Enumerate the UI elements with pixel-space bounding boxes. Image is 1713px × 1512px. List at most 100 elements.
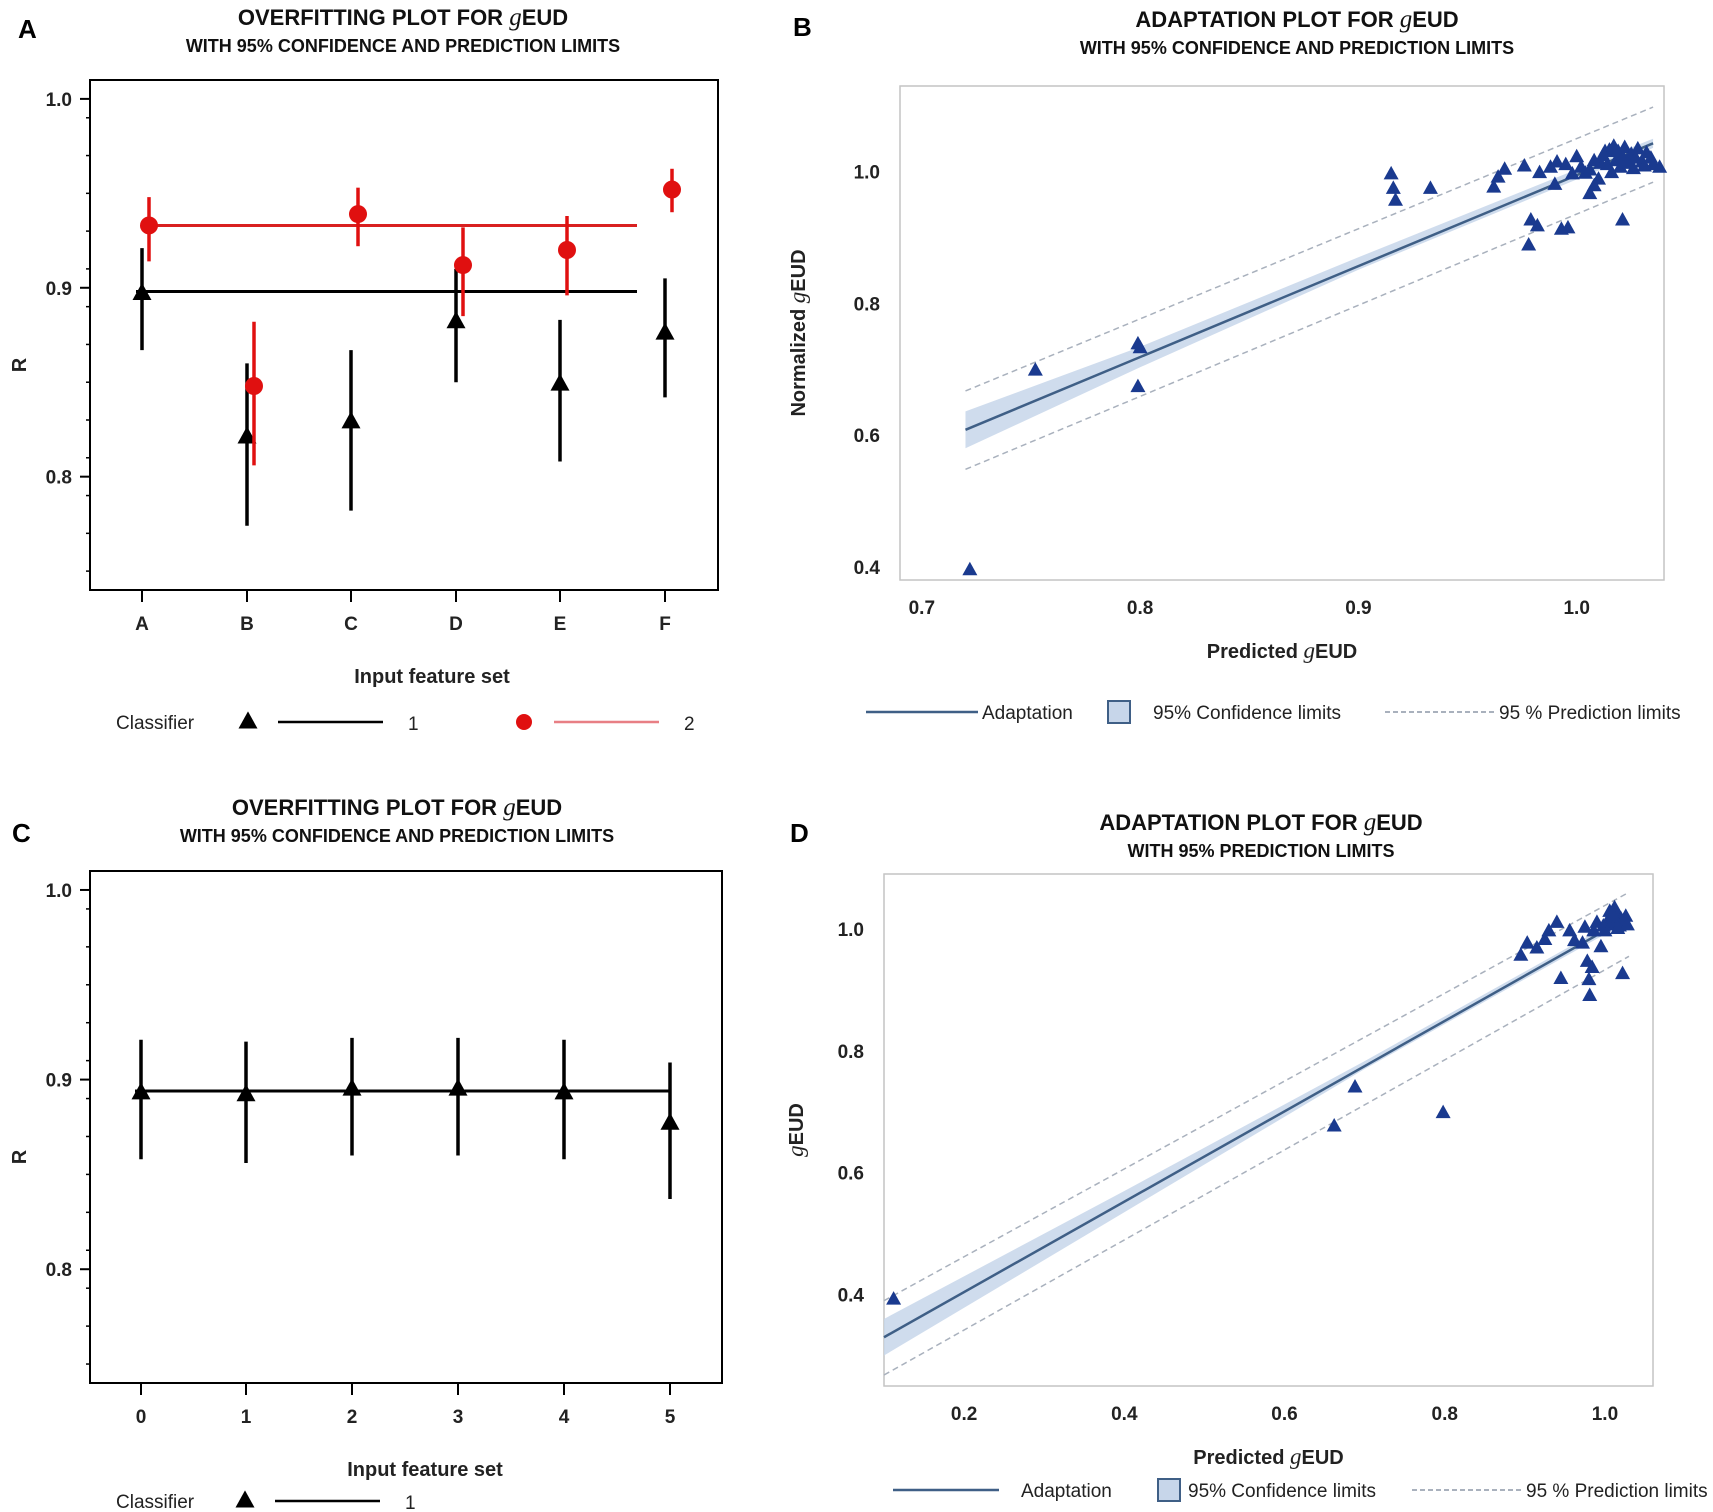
legend-marker-triangle xyxy=(238,711,258,729)
y-tick-label: 0.8 xyxy=(46,1260,72,1281)
x-tick-label: 0 xyxy=(136,1407,147,1428)
y-tick-label: 0.9 xyxy=(46,1071,72,1092)
legend-confidence-box xyxy=(1157,1478,1181,1502)
data-point xyxy=(1569,148,1585,163)
chart-subtitle: WITH 95% CONFIDENCE AND PREDICTION LIMIT… xyxy=(1080,38,1514,58)
data-point xyxy=(1347,1078,1363,1093)
legend-adaptation-label: Adaptation xyxy=(982,703,1073,724)
data-point xyxy=(1605,907,1621,921)
data-point xyxy=(1549,154,1565,168)
point-circle xyxy=(140,216,158,235)
data-point xyxy=(1597,143,1613,157)
point-circle xyxy=(245,377,263,395)
legend-prediction-label: 95 % Prediction limits xyxy=(1526,1481,1708,1502)
x-tick-label: 1.0 xyxy=(1563,598,1589,619)
x-tick-label: 2 xyxy=(347,1407,358,1428)
x-axis-label-part: EUD xyxy=(1315,641,1357,663)
point-circle xyxy=(349,205,367,224)
data-point xyxy=(1582,185,1598,200)
data-point xyxy=(1615,965,1631,980)
x-tick-label: D xyxy=(449,614,463,635)
y-axis-label: gEUD xyxy=(783,1103,808,1157)
data-point xyxy=(1619,152,1635,167)
confidence-band xyxy=(884,917,1621,1356)
legend-label: 1 xyxy=(408,714,419,735)
data-point xyxy=(1604,164,1620,179)
data-point xyxy=(1523,211,1539,226)
y-axis-label: R xyxy=(9,1149,31,1164)
data-point xyxy=(1619,916,1635,931)
point-triangle xyxy=(448,1078,468,1096)
x-axis-label: Input feature set xyxy=(354,666,510,688)
x-tick-label: 0.2 xyxy=(951,1404,977,1425)
legend-marker-circle xyxy=(516,714,532,730)
legend-marker-triangle xyxy=(235,1490,255,1508)
data-point xyxy=(1606,138,1622,152)
data-point xyxy=(1547,176,1563,190)
x-axis-label-part: g xyxy=(1290,1444,1302,1469)
chart-title-part: g xyxy=(509,4,522,31)
chart-title-part: ADAPTATION PLOT FOR xyxy=(1135,7,1399,32)
plot-frame xyxy=(899,85,1665,581)
data-point xyxy=(1584,959,1600,973)
y-axis-label: R xyxy=(9,357,31,372)
data-point xyxy=(1586,152,1602,167)
plot-frame xyxy=(883,873,1654,1387)
data-point xyxy=(1385,180,1401,194)
data-point xyxy=(1541,922,1557,937)
data-point xyxy=(1652,159,1668,173)
y-tick-label: 0.4 xyxy=(854,558,881,579)
y-tick-label: 0.4 xyxy=(838,1286,865,1307)
data-point xyxy=(1577,919,1593,933)
y-tick-label: 0.8 xyxy=(46,468,72,489)
y-tick-label: 0.6 xyxy=(854,426,880,447)
y-tick-label: 1.0 xyxy=(838,920,864,941)
legend-confidence-box xyxy=(1107,700,1131,724)
data-point xyxy=(1486,179,1502,193)
point-triangle xyxy=(554,1082,574,1100)
y-tick-label: 1.0 xyxy=(46,881,72,902)
data-point xyxy=(1130,378,1146,393)
x-tick-label: B xyxy=(240,614,254,635)
data-point xyxy=(1593,938,1609,953)
point-triangle xyxy=(446,311,466,329)
chart-subtitle: WITH 95% CONFIDENCE AND PREDICTION LIMIT… xyxy=(186,36,620,56)
data-point xyxy=(1553,970,1569,984)
data-point xyxy=(1497,161,1513,175)
data-point xyxy=(1132,339,1148,354)
point-triangle xyxy=(655,322,675,340)
data-point xyxy=(1521,237,1537,251)
data-point xyxy=(1326,1117,1342,1132)
legend-confidence-label: 95% Confidence limits xyxy=(1153,703,1341,724)
legend-label: 1 xyxy=(405,1493,416,1512)
data-point xyxy=(1581,971,1597,986)
point-triangle xyxy=(550,373,570,391)
chart-title-part: OVERFITTING PLOT FOR xyxy=(238,5,509,30)
x-tick-label: 0.4 xyxy=(1111,1404,1138,1425)
legend-prefix: Classifier xyxy=(116,713,195,734)
point-triangle xyxy=(131,1082,151,1100)
x-axis-label-part: Predicted xyxy=(1207,641,1304,663)
x-tick-label: 1 xyxy=(241,1407,252,1428)
prediction-lower xyxy=(883,955,1630,1376)
data-point xyxy=(886,1291,902,1305)
chart-title-part: EUD xyxy=(1376,810,1422,835)
prediction-lower xyxy=(965,181,1654,471)
x-tick-label: 0.9 xyxy=(1345,598,1371,619)
x-tick-label: A xyxy=(135,614,149,635)
x-axis-label-part: g xyxy=(1303,638,1315,663)
data-point xyxy=(1615,211,1631,226)
legend-prefix: Classifier xyxy=(116,1492,195,1512)
x-tick-label: 0.8 xyxy=(1432,1404,1458,1425)
plot-frame xyxy=(89,870,723,1384)
y-axis-label-part: EUD xyxy=(788,249,810,291)
y-axis-label-part: Normalized xyxy=(788,303,810,416)
panel-letter: D xyxy=(790,818,809,848)
data-point xyxy=(962,561,978,576)
data-point xyxy=(1532,164,1548,179)
y-axis-label-part: EUD xyxy=(786,1103,808,1145)
x-tick-label: F xyxy=(659,614,671,635)
data-point xyxy=(1575,935,1591,949)
data-point xyxy=(1560,219,1576,234)
